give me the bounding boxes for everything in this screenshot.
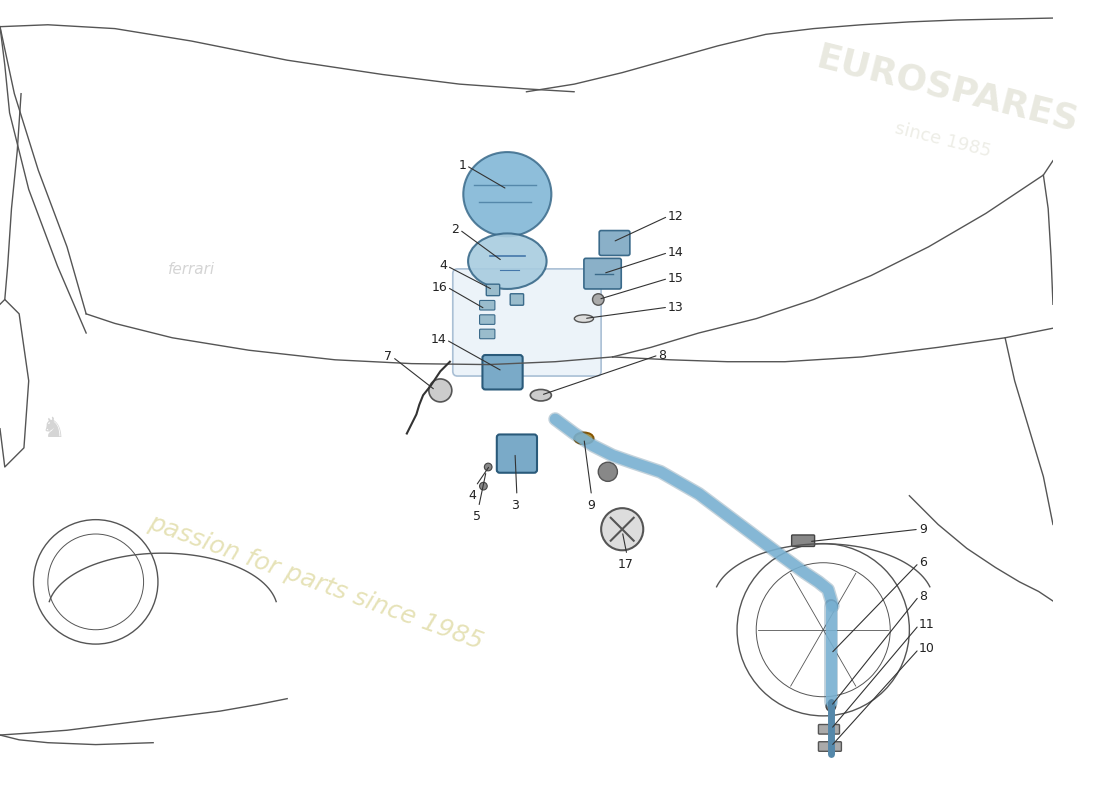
Text: 2: 2 bbox=[452, 223, 460, 236]
FancyBboxPatch shape bbox=[480, 329, 495, 338]
FancyBboxPatch shape bbox=[818, 725, 839, 734]
Text: 15: 15 bbox=[668, 272, 684, 285]
FancyBboxPatch shape bbox=[480, 315, 495, 324]
Text: 5: 5 bbox=[473, 510, 481, 523]
Text: 10: 10 bbox=[918, 642, 935, 655]
Text: 9: 9 bbox=[918, 522, 927, 536]
Text: 13: 13 bbox=[668, 301, 684, 314]
Text: 1: 1 bbox=[459, 159, 466, 172]
FancyBboxPatch shape bbox=[584, 258, 621, 289]
Circle shape bbox=[826, 702, 836, 711]
Text: 17: 17 bbox=[618, 558, 634, 571]
Text: passion for parts since 1985: passion for parts since 1985 bbox=[145, 510, 486, 654]
FancyBboxPatch shape bbox=[483, 355, 522, 390]
Ellipse shape bbox=[463, 152, 551, 236]
FancyBboxPatch shape bbox=[497, 434, 537, 473]
FancyBboxPatch shape bbox=[486, 284, 499, 296]
Text: 11: 11 bbox=[918, 618, 935, 631]
Text: 16: 16 bbox=[431, 281, 447, 294]
Text: 7: 7 bbox=[385, 350, 393, 363]
Text: ♞: ♞ bbox=[41, 414, 65, 442]
Ellipse shape bbox=[574, 433, 594, 444]
Text: 14: 14 bbox=[668, 246, 684, 259]
FancyBboxPatch shape bbox=[792, 535, 815, 546]
Ellipse shape bbox=[530, 390, 551, 401]
Circle shape bbox=[480, 482, 487, 490]
Text: 4: 4 bbox=[439, 259, 447, 273]
Text: 12: 12 bbox=[668, 210, 684, 222]
Text: since 1985: since 1985 bbox=[893, 119, 993, 160]
Text: 9: 9 bbox=[587, 498, 595, 511]
Text: 6: 6 bbox=[918, 556, 927, 570]
FancyBboxPatch shape bbox=[510, 294, 524, 306]
Ellipse shape bbox=[574, 315, 594, 322]
Text: ferrari: ferrari bbox=[167, 262, 214, 277]
Text: 8: 8 bbox=[918, 590, 927, 602]
Ellipse shape bbox=[469, 234, 547, 289]
Circle shape bbox=[484, 463, 492, 471]
Circle shape bbox=[593, 294, 604, 306]
FancyBboxPatch shape bbox=[818, 742, 842, 751]
Text: 8: 8 bbox=[659, 349, 667, 362]
Text: EUROSPARES: EUROSPARES bbox=[813, 40, 1082, 138]
FancyBboxPatch shape bbox=[453, 269, 601, 376]
FancyBboxPatch shape bbox=[600, 230, 630, 255]
Circle shape bbox=[601, 508, 643, 550]
Text: 4: 4 bbox=[468, 489, 476, 502]
Circle shape bbox=[598, 462, 617, 482]
Circle shape bbox=[429, 379, 452, 402]
Text: 3: 3 bbox=[512, 498, 519, 511]
Text: 14: 14 bbox=[430, 333, 447, 346]
FancyBboxPatch shape bbox=[480, 301, 495, 310]
